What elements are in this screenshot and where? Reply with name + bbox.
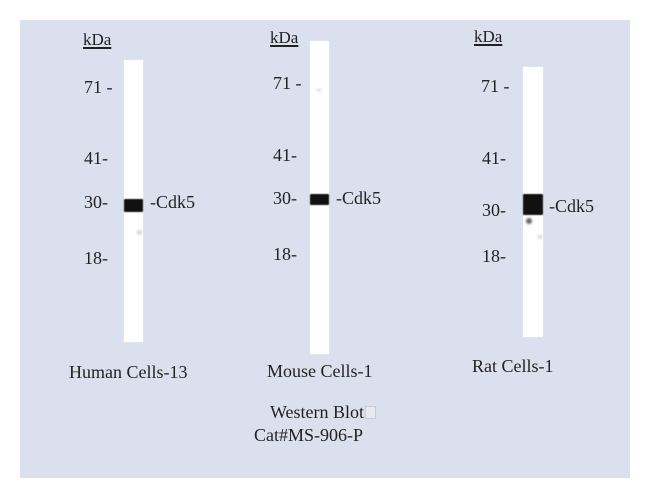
blot-lane-rat (523, 67, 543, 337)
kda-unit-label-rat: kDa (474, 27, 503, 46)
marker-71-human: 71 - (84, 77, 113, 97)
sample-label-human: Human Cells-13 (69, 362, 188, 382)
cdk5-label-human: -Cdk5 (150, 192, 195, 212)
marker-41-human: 41- (84, 148, 108, 168)
cdk5-band-human (124, 199, 143, 212)
marker-30-rat: 30- (482, 200, 506, 220)
cdk5-label-rat: -Cdk5 (549, 196, 594, 216)
kda-unit-label-mouse: kDa (270, 28, 299, 47)
background-spot (316, 89, 322, 91)
cdk5-label-mouse: -Cdk5 (336, 188, 381, 208)
method-label: Western Blot (270, 402, 377, 423)
marker-18-human: 18- (84, 248, 108, 268)
marker-18-rat: 18- (482, 246, 506, 266)
background-spot (526, 218, 532, 224)
marker-30-mouse: 30- (273, 188, 297, 208)
kda-unit-label-human: kDa (83, 30, 112, 49)
background-spot (137, 230, 142, 235)
marker-30-human: 30- (84, 192, 108, 212)
blot-lane-mouse (310, 41, 329, 354)
marker-71-rat: 71 - (481, 76, 510, 96)
cdk5-band-mouse (310, 194, 329, 205)
blot-lane-human (124, 60, 143, 342)
marker-41-rat: 41- (482, 148, 506, 168)
missing-glyph-box (365, 406, 377, 419)
marker-41-mouse: 41- (273, 145, 297, 165)
catalog-number: Cat#MS-906-P (254, 425, 364, 445)
sample-label-rat: Rat Cells-1 (472, 356, 554, 376)
sample-label-mouse: Mouse Cells-1 (267, 361, 373, 381)
cdk5-band-rat (523, 194, 543, 215)
background-spot (538, 235, 542, 239)
marker-18-mouse: 18- (273, 244, 297, 264)
marker-71-mouse: 71 - (273, 73, 302, 93)
